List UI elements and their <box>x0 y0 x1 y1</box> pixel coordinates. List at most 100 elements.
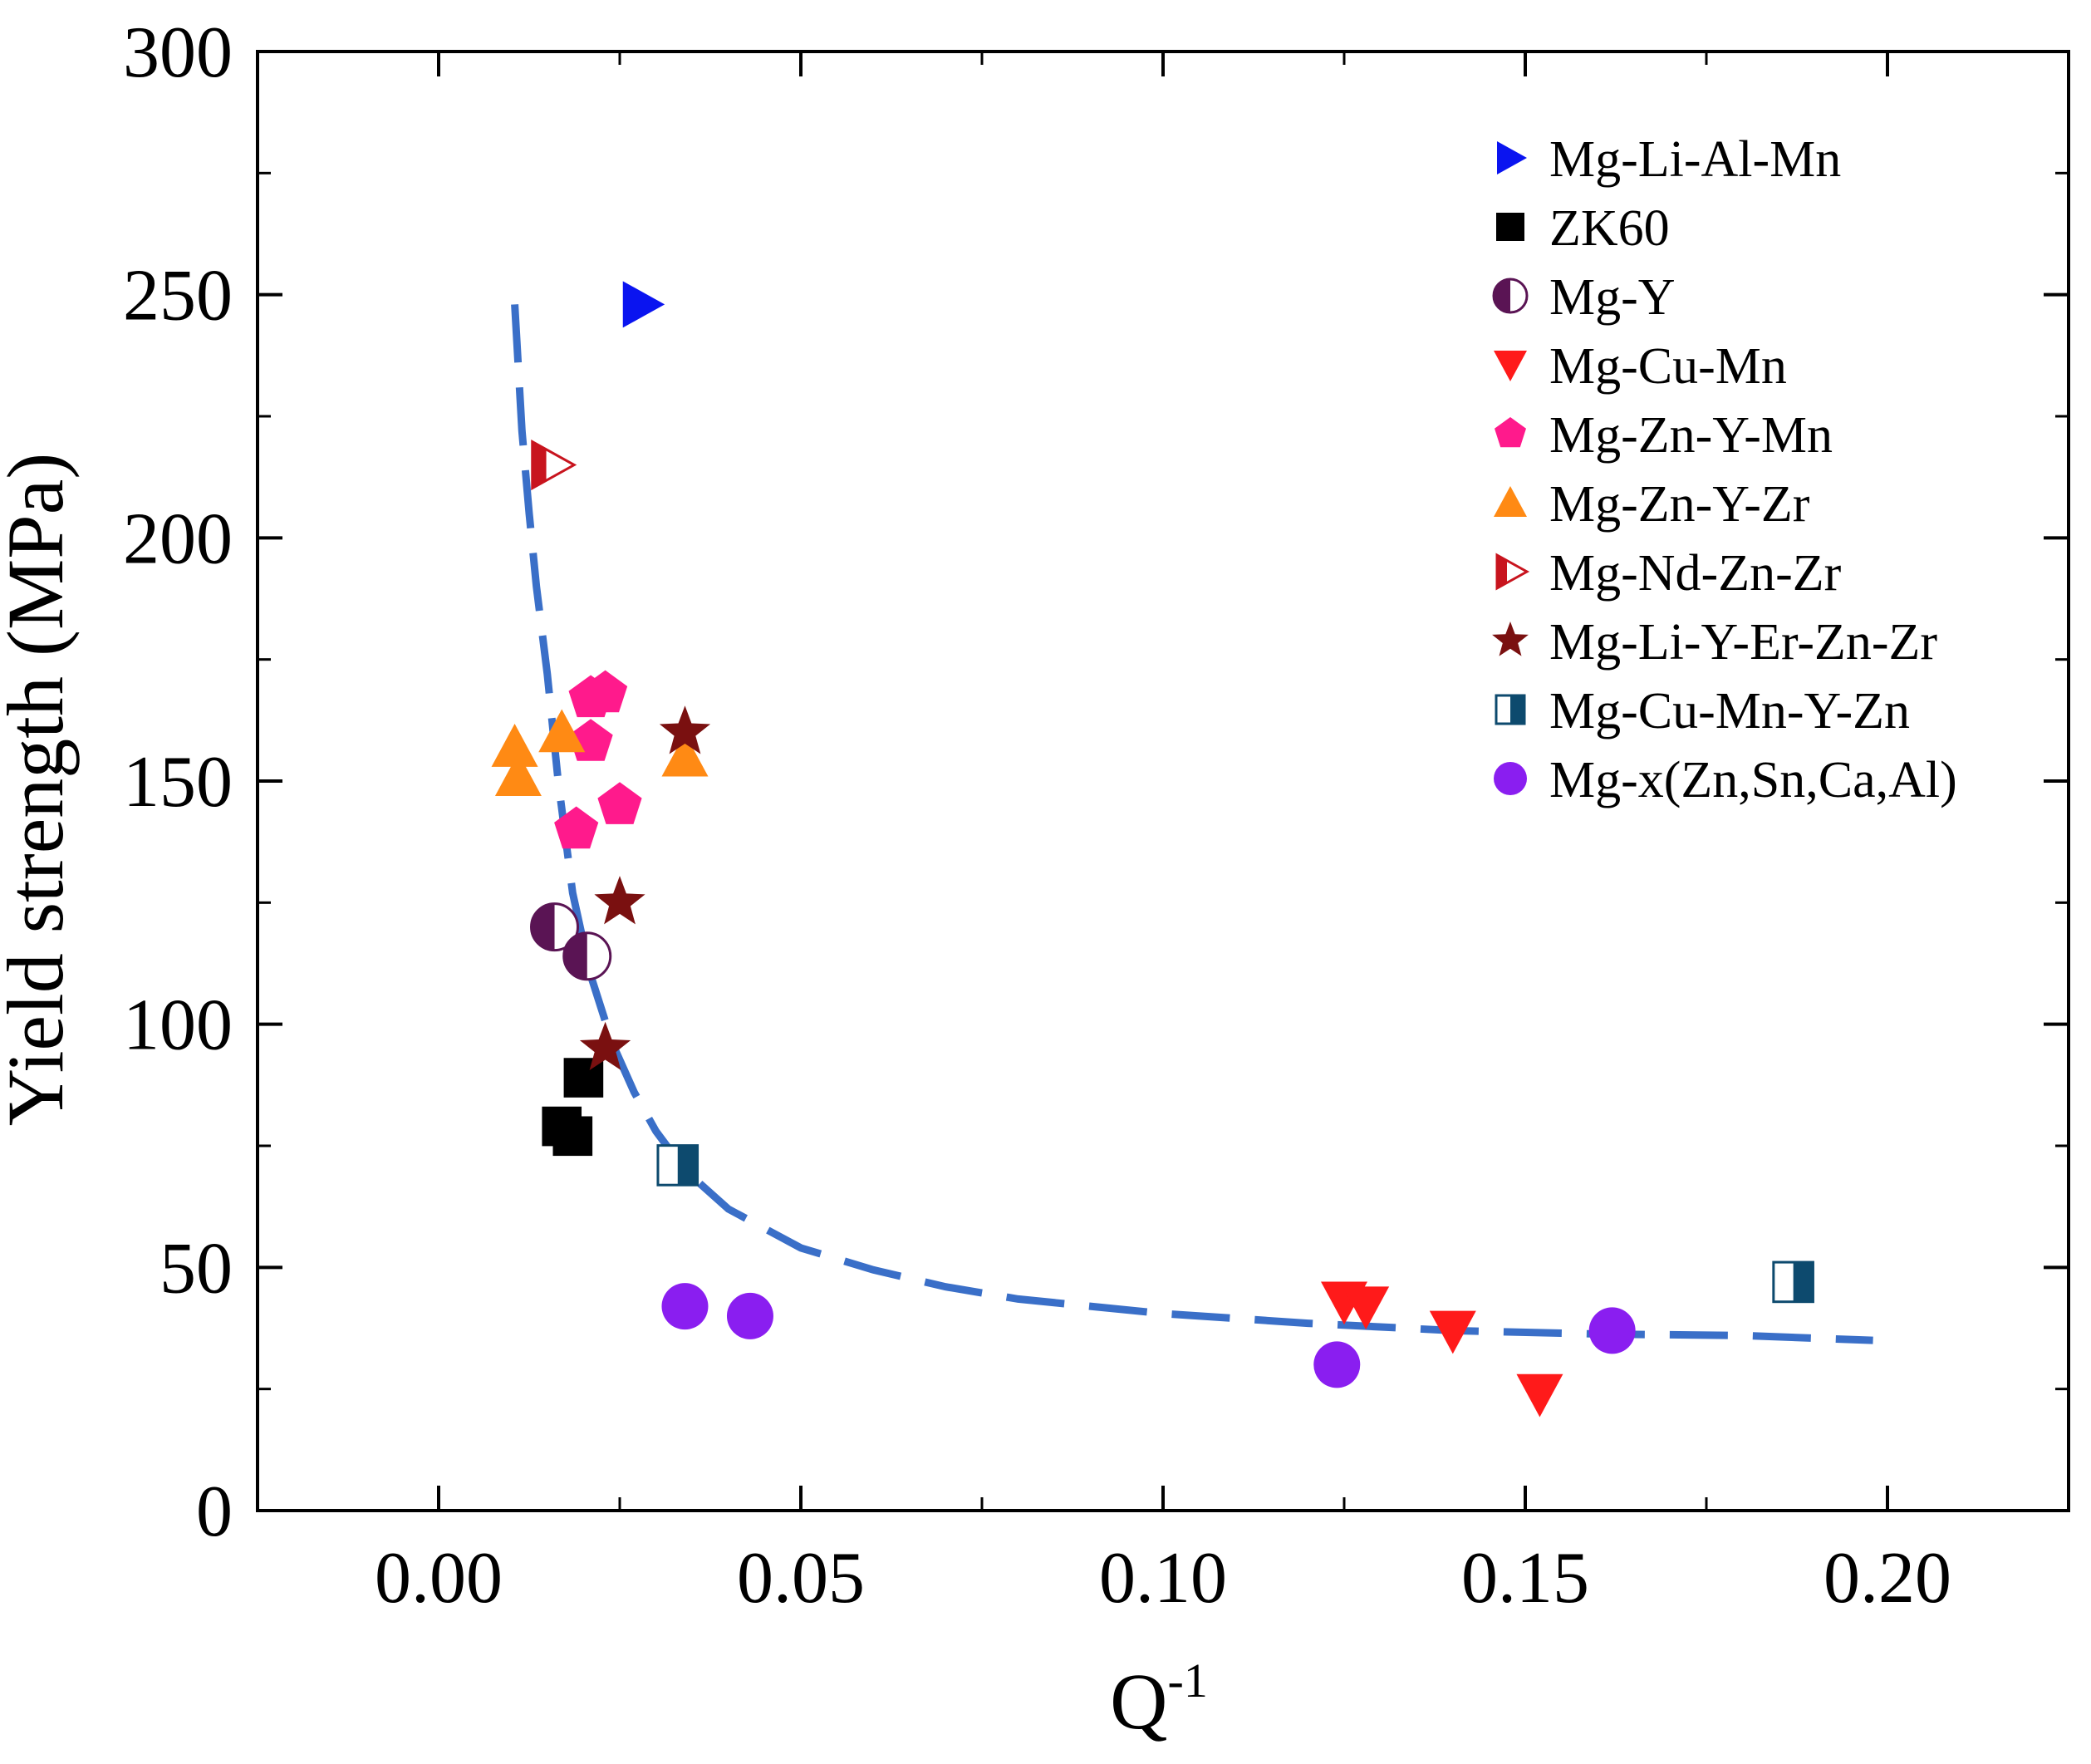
marker-shape <box>1492 622 1529 656</box>
y-tick-label: 0 <box>196 1472 233 1552</box>
marker-shape <box>1494 351 1527 381</box>
data-point-mg-cu-mn-y-zn <box>656 1144 699 1187</box>
marker-shape <box>579 1021 631 1070</box>
x-tick-label: 0.05 <box>737 1538 865 1619</box>
x-tick-label: 0.10 <box>1099 1538 1227 1619</box>
legend-marker-mg-li-al-mn <box>1497 141 1527 174</box>
data-point-mg-x-zn-sn-ca-al <box>1588 1307 1636 1354</box>
marker-shape <box>1494 486 1527 517</box>
series-mg-zn-y-zr <box>491 709 709 796</box>
legend-label-mg-li-y-er-zn-zr: Mg-Li-Y-Er-Zn-Zr <box>1549 614 1937 671</box>
series-zk60 <box>542 1058 604 1157</box>
legend-item-mg-cu-mn: Mg-Cu-Mn <box>1494 338 1787 395</box>
legend-label-zk60: ZK60 <box>1549 200 1670 257</box>
marker-shape <box>1495 417 1526 448</box>
series-mg-nd-zn-zr <box>531 439 577 491</box>
series-mg-li-al-mn <box>622 281 665 328</box>
data-point-mg-li-y-er-zn-zr <box>579 1021 631 1070</box>
x-axis-title: Q-1 <box>1110 1653 1208 1746</box>
data-point-mg-cu-mn-y-zn <box>1772 1260 1814 1304</box>
y-tick-label: 100 <box>123 985 233 1066</box>
axes: 0 50 100 150 200 250 300 0.00 0.05 0.10 0.15 0.20 <box>123 12 2070 1619</box>
marker-shape <box>661 733 709 777</box>
y-tick-label: 150 <box>123 742 233 823</box>
series-mg-zn-y-mn <box>554 670 642 849</box>
marker-fill-half <box>1510 695 1524 724</box>
legend-label-mg-zn-y-mn: Mg-Zn-Y-Mn <box>1549 407 1833 464</box>
x-axis-title-superscript: -1 <box>1168 1653 1208 1707</box>
marker-fill-half <box>532 441 547 489</box>
data-points <box>491 281 1814 1418</box>
legend-label-mg-nd-zn-zr: Mg-Nd-Zn-Zr <box>1549 545 1842 602</box>
marker-shape <box>494 753 542 796</box>
data-point-mg-zn-y-mn <box>582 670 628 713</box>
legend-label-mg-y: Mg-Y <box>1549 269 1676 326</box>
data-point-mg-x-zn-sn-ca-al <box>1313 1341 1361 1388</box>
data-point-mg-li-y-er-zn-zr <box>594 876 645 925</box>
legend-marker-mg-cu-mn <box>1494 351 1527 381</box>
data-point-mg-zn-y-zr <box>538 709 586 753</box>
marker-shape <box>726 1292 773 1339</box>
marker-shape <box>622 281 665 328</box>
series-mg-cu-mn-y-zn <box>656 1144 1814 1304</box>
data-point-mg-nd-zn-zr <box>531 439 577 491</box>
data-point-mg-cu-mn <box>1429 1310 1476 1354</box>
marker-shape <box>661 1283 709 1330</box>
legend-marker-zk60 <box>1496 213 1524 241</box>
marker-shape <box>594 876 645 925</box>
data-point-mg-zn-y-zr <box>494 753 542 796</box>
x-tick-label: 0.00 <box>375 1538 503 1619</box>
legend-item-mg-y: Mg-Y <box>1492 269 1676 326</box>
fit-curve <box>511 304 1873 1344</box>
data-point-mg-zn-y-mn <box>597 782 642 824</box>
marker-shape <box>554 806 599 849</box>
legend-label-mg-cu-mn: Mg-Cu-Mn <box>1549 338 1787 395</box>
legend-item-mg-cu-mn-y-zn: Mg-Cu-Mn-Y-Zn <box>1495 683 1910 740</box>
marker-shape <box>538 709 586 753</box>
legend-label-mg-x-zn-sn-ca-al: Mg-x(Zn,Sn,Ca,Al) <box>1549 752 1957 808</box>
marker-shape <box>1588 1307 1636 1354</box>
marker-fill-half <box>563 932 587 980</box>
marker-shape <box>1516 1373 1563 1418</box>
marker-shape <box>1342 1286 1390 1330</box>
legend-item-mg-zn-y-zr: Mg-Zn-Y-Zr <box>1494 476 1810 533</box>
legend-marker-mg-cu-mn-y-zn <box>1495 694 1526 725</box>
marker-shape <box>1429 1310 1476 1354</box>
data-point-mg-li-al-mn <box>622 281 665 328</box>
series-mg-li-y-er-zn-zr <box>579 705 711 1070</box>
series-mg-y <box>530 902 612 981</box>
marker-shape <box>1497 141 1527 174</box>
marker-shape <box>1494 762 1527 795</box>
data-point-mg-y <box>562 931 612 981</box>
legend: Mg-Li-Al-Mn ZK60 Mg-Y Mg-Cu-Mn Mg-Zn-Y-Mn Mg-… <box>1492 131 1957 808</box>
marker-fill-half <box>531 903 555 951</box>
marker-shape <box>1496 213 1524 241</box>
data-point-mg-x-zn-sn-ca-al <box>661 1283 709 1330</box>
marker-fill-half <box>1497 555 1507 588</box>
series-mg-x-zn-sn-ca-al <box>661 1283 1636 1388</box>
fit-curve-layer <box>511 304 1873 1344</box>
data-point-mg-x-zn-sn-ca-al <box>726 1292 773 1339</box>
data-point-mg-zn-y-mn <box>554 806 599 849</box>
y-tick-label: 50 <box>160 1228 233 1309</box>
marker-shape <box>491 724 538 767</box>
legend-label-mg-cu-mn-y-zn: Mg-Cu-Mn-Y-Zn <box>1549 683 1910 740</box>
marker-fill-half <box>677 1145 698 1186</box>
y-tick-label: 200 <box>123 499 233 579</box>
marker-shape <box>582 670 628 713</box>
x-tick-label: 0.20 <box>1823 1538 1951 1619</box>
marker-shape <box>597 782 642 824</box>
y-tick-label: 300 <box>123 12 233 93</box>
data-point-mg-cu-mn <box>1516 1373 1563 1418</box>
marker-fill-half <box>1494 279 1510 312</box>
marker-shape <box>1313 1341 1361 1388</box>
y-tick-label: 250 <box>123 256 233 337</box>
marker-fill-half <box>1793 1262 1814 1302</box>
legend-item-mg-li-y-er-zn-zr: Mg-Li-Y-Er-Zn-Zr <box>1492 614 1937 671</box>
data-point-mg-zn-y-zr <box>661 733 709 777</box>
legend-item-zk60: ZK60 <box>1496 200 1670 257</box>
x-tick-label: 0.15 <box>1461 1538 1589 1619</box>
data-point-mg-y <box>530 902 580 952</box>
legend-marker-mg-zn-y-zr <box>1494 486 1527 517</box>
